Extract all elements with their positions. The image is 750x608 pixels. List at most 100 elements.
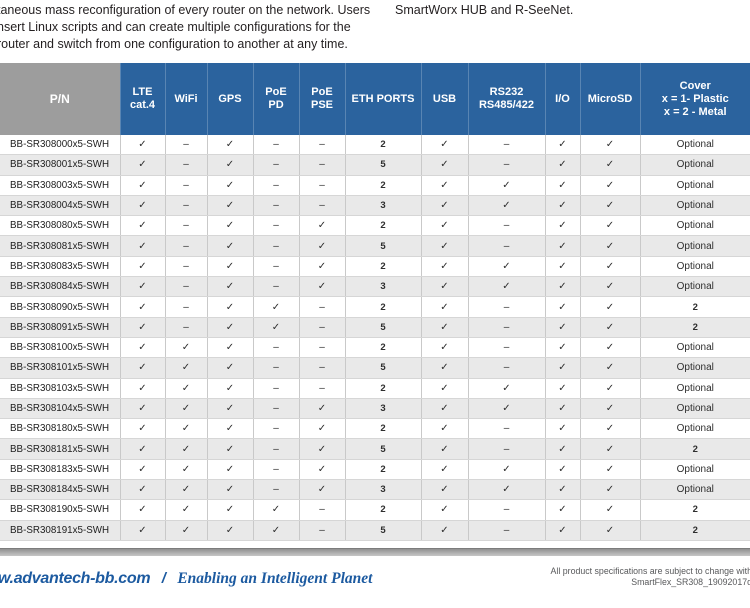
cell-cover: Optional [640,256,750,278]
cell-poe-pd: – [253,337,300,359]
cell-poe-pse: ✓ [299,256,346,278]
table-row: BB-SR308104x5-SWH ✓ ✓ ✓ – ✓ 3 ✓ ✓ ✓ ✓ Optional [0,398,750,420]
cell-eth-ports: 2 [345,175,422,196]
cell-gps: ✓ [207,195,254,217]
cell-gps: ✓ [207,154,254,176]
cell-lte-cat4: ✓ [120,235,166,257]
cell-microsd: ✓ [580,337,641,359]
cell-io: ✓ [545,520,581,541]
cell-lte-cat4: ✓ [120,520,166,541]
cell-pn: BB-SR308184x5-SWH [0,479,121,501]
cell-rs232-rs485: ✓ [468,195,546,217]
cell-poe-pd: – [253,378,300,399]
cell-eth-ports: 5 [345,438,422,460]
cell-pn: BB-SR308091x5-SWH [0,317,121,338]
cell-eth-ports: 2 [345,459,422,481]
column-header-gps: GPS [207,63,254,135]
table-row: BB-SR308100x5-SWH ✓ ✓ ✓ – –2 ✓ – ✓ ✓ Optional [0,337,750,359]
cell-poe-pd: ✓ [253,296,300,318]
cell-gps: ✓ [207,357,254,379]
cell-poe-pse: – [299,337,346,359]
cell-pn: BB-SR308000x5-SWH [0,135,121,156]
cell-poe-pse: – [299,154,346,176]
column-header-microsd: MicroSD [580,63,641,135]
cell-gps: ✓ [207,215,254,237]
cell-rs232-rs485: – [468,438,546,460]
cell-usb: ✓ [421,135,469,156]
cell-usb: ✓ [421,438,469,460]
cell-gps: ✓ [207,175,254,196]
cell-lte-cat4: ✓ [120,154,166,176]
cell-pn: BB-SR308183x5-SWH [0,459,121,481]
cell-microsd: ✓ [580,357,641,379]
cell-wifi: ✓ [165,378,208,399]
cell-io: ✓ [545,154,581,176]
cell-poe-pse: – [299,296,346,318]
footer-tagline: Enabling an Intelligent Planet [177,570,373,587]
cell-rs232-rs485: ✓ [468,276,546,298]
footer-disclaimer: All product specifications are subject t… [550,566,750,587]
cell-poe-pd: – [253,479,300,501]
cell-gps: ✓ [207,256,254,278]
cell-usb: ✓ [421,418,469,440]
cell-eth-ports: 5 [345,317,422,338]
cell-rs232-rs485: – [468,418,546,440]
cell-cover: Optional [640,398,750,420]
cell-wifi: ✓ [165,418,208,440]
cell-io: ✓ [545,459,581,481]
footer-website-link[interactable]: w.advantech-bb.com [0,570,151,587]
footer-separator: / [161,570,166,587]
cell-rs232-rs485: – [468,357,546,379]
cell-wifi: ✓ [165,499,208,521]
cell-gps: ✓ [207,296,254,318]
cell-pn: BB-SR308181x5-SWH [0,438,121,460]
cell-poe-pd: – [253,175,300,196]
cell-io: ✓ [545,276,581,298]
cell-lte-cat4: ✓ [120,296,166,318]
cell-microsd: ✓ [580,438,641,460]
cell-pn: BB-SR308090x5-SWH [0,296,121,318]
cell-gps: ✓ [207,135,254,156]
cell-io: ✓ [545,418,581,440]
cell-pn: BB-SR308190x5-SWH [0,499,121,521]
cell-eth-ports: 5 [345,520,422,541]
table-row: BB-SR308001x5-SWH ✓ – ✓ – –5 ✓ – ✓ ✓ Optional [0,154,750,176]
cell-eth-ports: 2 [345,418,422,440]
cell-poe-pse: ✓ [299,235,346,257]
cell-wifi: – [165,296,208,318]
cell-io: ✓ [545,317,581,338]
cell-poe-pse: ✓ [299,418,346,440]
cell-lte-cat4: ✓ [120,398,166,420]
table-row: BB-SR308083x5-SWH ✓ – ✓ – ✓ 2 ✓ ✓ ✓ ✓ Optional [0,256,750,278]
cell-cover: Optional [640,135,750,156]
table-row: BB-SR308190x5-SWH ✓ ✓ ✓ ✓ –2 ✓ – ✓ ✓ 2 [0,499,750,521]
cell-cover: Optional [640,154,750,176]
cell-usb: ✓ [421,398,469,420]
cell-io: ✓ [545,398,581,420]
cell-io: ✓ [545,135,581,156]
cell-poe-pse: ✓ [299,479,346,501]
table-row: BB-SR308000x5-SWH ✓ – ✓ – –2 ✓ – ✓ ✓ Optional [0,135,750,156]
cell-eth-ports: 3 [345,398,422,420]
table-header: P/N LTE cat.4 WiFi GPS PoE PD PoE PSE ETH PORT… [0,63,750,135]
product-spec-table: P/N LTE cat.4 WiFi GPS PoE PD PoE PSE ETH PORT… [0,63,750,541]
table-row: BB-SR308181x5-SWH ✓ ✓ ✓ – ✓ 5 ✓ – ✓ ✓ 2 [0,438,750,460]
cell-wifi: – [165,175,208,196]
cell-poe-pd: – [253,235,300,257]
cell-microsd: ✓ [580,499,641,521]
cell-rs232-rs485: ✓ [468,398,546,420]
cell-cover: Optional [640,175,750,196]
cell-io: ✓ [545,296,581,318]
cell-poe-pd: – [253,357,300,379]
cell-usb: ✓ [421,296,469,318]
cell-microsd: ✓ [580,235,641,257]
cell-usb: ✓ [421,459,469,481]
cell-pn: BB-SR308004x5-SWH [0,195,121,217]
footer-branding: w.advantech-bb.com / Enabling an Intelli… [0,570,372,588]
cell-io: ✓ [545,499,581,521]
cell-microsd: ✓ [580,154,641,176]
cell-poe-pd: – [253,276,300,298]
cell-lte-cat4: ✓ [120,215,166,237]
table-row: BB-SR308004x5-SWH ✓ – ✓ – –3 ✓ ✓ ✓ ✓ Optional [0,195,750,217]
cell-cover: 2 [640,499,750,521]
